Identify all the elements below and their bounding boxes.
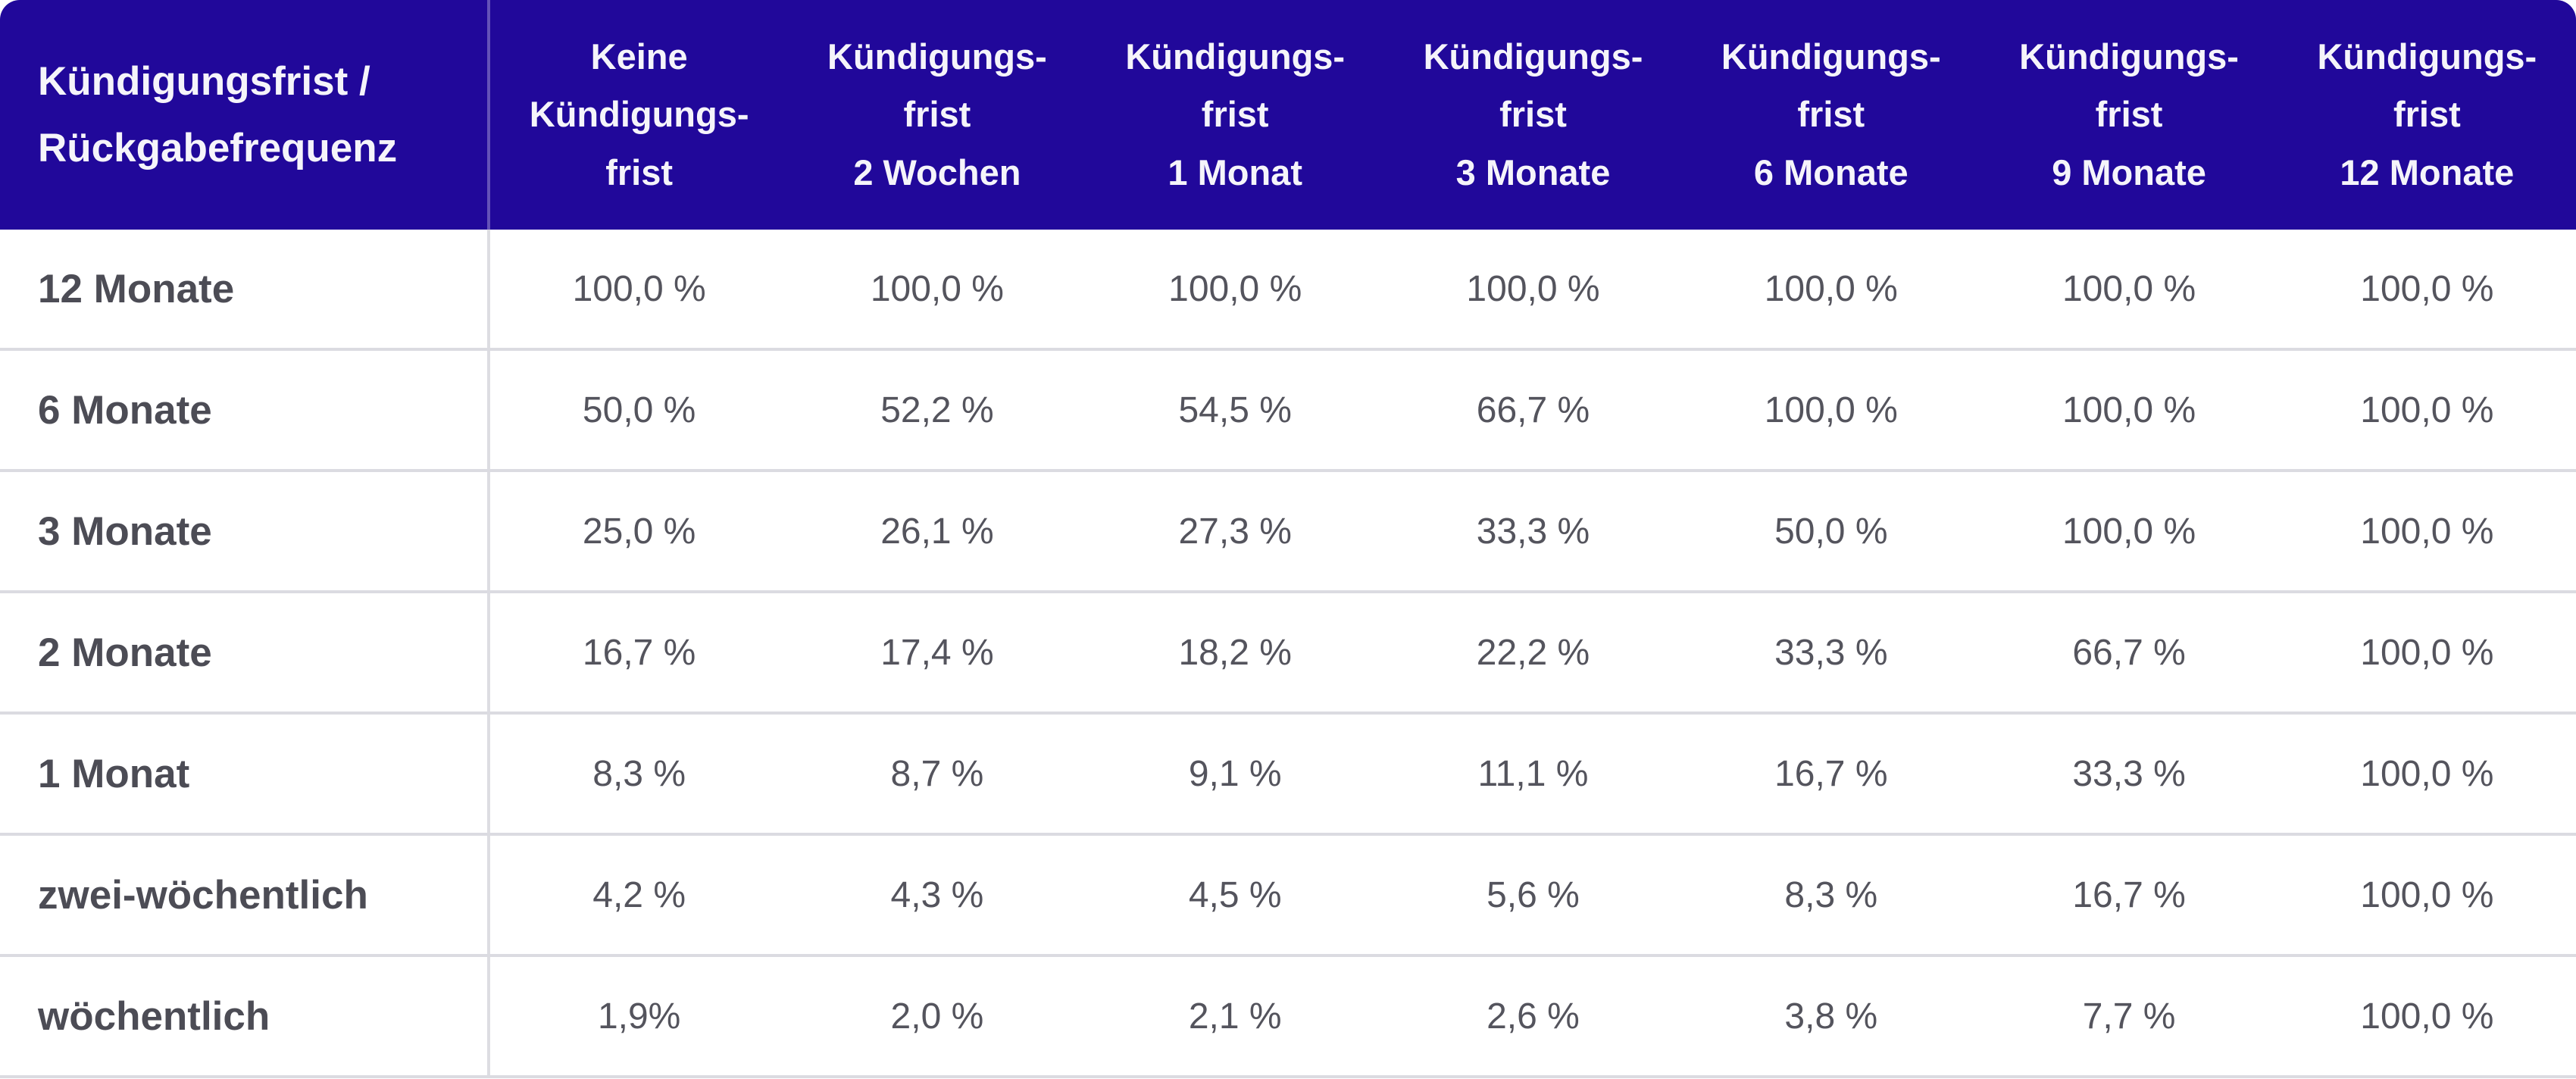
value-cell: 100,0 %	[2062, 389, 2196, 430]
table-row: 1 Monat 8,3 % 8,7 % 9,1 % 11,1 % 16,7 % …	[0, 715, 2576, 836]
value-cell: 100,0 %	[870, 268, 1004, 309]
table-row: 3 Monate 25,0 % 26,1 % 27,3 % 33,3 % 50,…	[0, 472, 2576, 593]
value-cell: 9,1 %	[1188, 753, 1282, 794]
column-header-2-wochen: Kündigungs- frist 2 Wochen	[827, 36, 1047, 192]
value-cell: 16,7 %	[582, 632, 696, 673]
column-header-1-monat: Kündigungs- frist 1 Monat	[1125, 36, 1346, 192]
value-cell: 100,0 %	[2062, 511, 2196, 552]
value-cell: 100,0 %	[2360, 632, 2494, 673]
table-row: 6 Monate 50,0 % 52,2 % 54,5 % 66,7 % 100…	[0, 351, 2576, 472]
value-cell: 11,1 %	[1477, 753, 1589, 794]
value-cell: 4,2 %	[592, 874, 686, 915]
value-cell: 2,1 %	[1188, 996, 1282, 1037]
value-cell: 16,7 %	[2072, 874, 2186, 915]
value-cell: 5,6 %	[1487, 874, 1580, 915]
value-cell: 4,5 %	[1188, 874, 1282, 915]
row-label: zwei-wöchentlich	[0, 836, 490, 954]
column-header-6-monate: Kündigungs- frist 6 Monate	[1721, 36, 1941, 192]
value-cell: 2,6 %	[1487, 996, 1580, 1037]
value-cell: 54,5 %	[1178, 389, 1292, 430]
table-row: zwei-wöchentlich 4,2 % 4,3 % 4,5 % 5,6 %…	[0, 836, 2576, 957]
value-cell: 100,0 %	[2062, 268, 2196, 309]
column-header-3-monate: Kündigungs- frist 3 Monate	[1423, 36, 1643, 192]
value-cell: 2,0 %	[890, 996, 984, 1037]
row-label: 3 Monate	[0, 472, 490, 590]
value-cell: 100,0 %	[1168, 268, 1302, 309]
value-cell: 66,7 %	[1476, 389, 1590, 430]
value-cell: 100,0 %	[2360, 511, 2494, 552]
value-cell: 33,3 %	[1774, 632, 1888, 673]
value-cell: 17,4 %	[880, 632, 994, 673]
value-cell: 100,0 %	[2360, 268, 2494, 309]
column-header-12-monate: Kündigungs- frist 12 Monate	[2317, 36, 2537, 192]
value-cell: 52,2 %	[880, 389, 994, 430]
row-label: 6 Monate	[0, 351, 490, 469]
table-header-row: Kündigungsfrist / Rückgabefrequenz Keine…	[0, 0, 2576, 230]
table-row: wöchentlich 1,9% 2,0 % 2,1 % 2,6 % 3,8 %…	[0, 957, 2576, 1078]
value-cell: 26,1 %	[880, 511, 994, 552]
value-cell: 22,2 %	[1476, 632, 1590, 673]
value-cell: 100,0 %	[2360, 874, 2494, 915]
corner-header: Kündigungsfrist / Rückgabefrequenz	[0, 0, 490, 230]
value-cell: 100,0 %	[572, 268, 706, 309]
row-label: 12 Monate	[0, 230, 490, 348]
value-cell: 33,3 %	[1476, 511, 1590, 552]
value-cell: 16,7 %	[1774, 753, 1888, 794]
value-cell: 66,7 %	[2072, 632, 2186, 673]
value-cell: 8,3 %	[592, 753, 686, 794]
row-label: 2 Monate	[0, 593, 490, 712]
value-cell: 25,0 %	[582, 511, 696, 552]
value-cell: 8,3 %	[1784, 874, 1878, 915]
row-label: wöchentlich	[0, 957, 490, 1075]
value-cell: 18,2 %	[1178, 632, 1292, 673]
value-cell: 1,9%	[597, 996, 681, 1037]
value-cell: 100,0 %	[2360, 753, 2494, 794]
row-label: 1 Monat	[0, 715, 490, 833]
value-cell: 3,8 %	[1784, 996, 1878, 1037]
value-cell: 4,3 %	[890, 874, 984, 915]
table-row: 2 Monate 16,7 % 17,4 % 18,2 % 22,2 % 33,…	[0, 593, 2576, 715]
column-header-keine-frist: Keine Kündigungs- frist	[529, 36, 749, 192]
column-header-9-monate: Kündigungs- frist 9 Monate	[2019, 36, 2239, 192]
value-cell: 100,0 %	[1764, 389, 1898, 430]
value-cell: 50,0 %	[582, 389, 696, 430]
value-cell: 27,3 %	[1178, 511, 1292, 552]
value-cell: 50,0 %	[1774, 511, 1888, 552]
value-cell: 8,7 %	[890, 753, 984, 794]
value-cell: 7,7 %	[2082, 996, 2176, 1037]
table-row: 12 Monate 100,0 % 100,0 % 100,0 % 100,0 …	[0, 230, 2576, 351]
value-cell: 100,0 %	[2360, 996, 2494, 1037]
value-cell: 33,3 %	[2072, 753, 2186, 794]
value-cell: 100,0 %	[1466, 268, 1600, 309]
value-cell: 100,0 %	[2360, 389, 2494, 430]
value-cell: 100,0 %	[1764, 268, 1898, 309]
